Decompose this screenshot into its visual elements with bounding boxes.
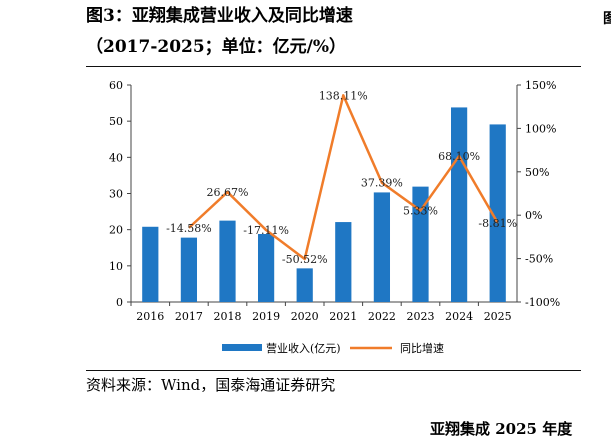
growth-data-label: -8.81% [478, 217, 517, 230]
left-tick-label: 20 [109, 224, 123, 237]
figure-subtitle: （2017-2025；单位：亿元/%） [86, 37, 347, 57]
growth-data-label: 138.11% [319, 89, 368, 102]
right-tick-label: -50% [525, 253, 553, 266]
growth-data-label: 68.10% [438, 150, 480, 163]
figure-title: 图3：亚翔集成营业收入及同比增速 [86, 6, 353, 26]
right-tick-label: 100% [525, 122, 556, 135]
x-tick-label: 2016 [136, 310, 164, 323]
x-tick-label: 2022 [368, 310, 396, 323]
right-tick-label: 50% [525, 166, 549, 179]
left-tick-label: 40 [109, 151, 123, 164]
left-tick-label: 0 [116, 296, 123, 309]
right-edge-fragment: 图 [603, 11, 611, 27]
growth-data-label: 26.67% [207, 186, 249, 199]
bar-revenue [373, 192, 391, 302]
x-tick-label: 2019 [252, 310, 280, 323]
top-rule [86, 66, 581, 67]
footer-fragment: 亚翔集成 2025 年度 [430, 420, 573, 438]
left-tick-label: 10 [109, 260, 123, 273]
x-tick-label: 2024 [445, 310, 473, 323]
bar-revenue [142, 226, 159, 302]
x-tick-label: 2017 [175, 310, 203, 323]
growth-data-label: -50.52% [282, 253, 328, 266]
bar-revenue [489, 124, 506, 303]
growth-data-label: -14.58% [166, 222, 212, 235]
source-note: 资料来源：Wind，国泰海通证券研究 [86, 376, 336, 394]
left-tick-label: 30 [109, 188, 123, 201]
legend-label-revenue: 营业收入(亿元) [266, 341, 341, 355]
right-tick-label: 0% [525, 209, 542, 222]
right-tick-label: 150% [525, 79, 556, 92]
bar-revenue [180, 237, 198, 302]
bar-revenue [219, 220, 236, 302]
bar-revenue [296, 268, 313, 302]
bar-revenue [257, 234, 275, 302]
left-tick-label: 60 [109, 79, 123, 92]
bar-revenue [335, 222, 352, 302]
legend-swatch-revenue [222, 344, 262, 351]
x-tick-label: 2023 [407, 310, 435, 323]
x-tick-label: 2025 [484, 310, 512, 323]
growth-line [188, 94, 499, 261]
growth-data-label: -17.11% [243, 224, 289, 237]
left-tick-label: 50 [109, 115, 123, 128]
x-tick-label: 2018 [214, 310, 242, 323]
x-tick-label: 2020 [291, 310, 319, 323]
bar-revenue [412, 186, 429, 302]
x-tick-label: 2021 [329, 310, 357, 323]
growth-data-label: 5.33% [403, 205, 438, 218]
legend-label-growth: 同比增速 [400, 341, 444, 355]
growth-data-label: 37.39% [361, 177, 403, 190]
bottom-rule [86, 370, 581, 371]
right-tick-label: -100% [525, 296, 560, 309]
bar-revenue [450, 107, 468, 302]
